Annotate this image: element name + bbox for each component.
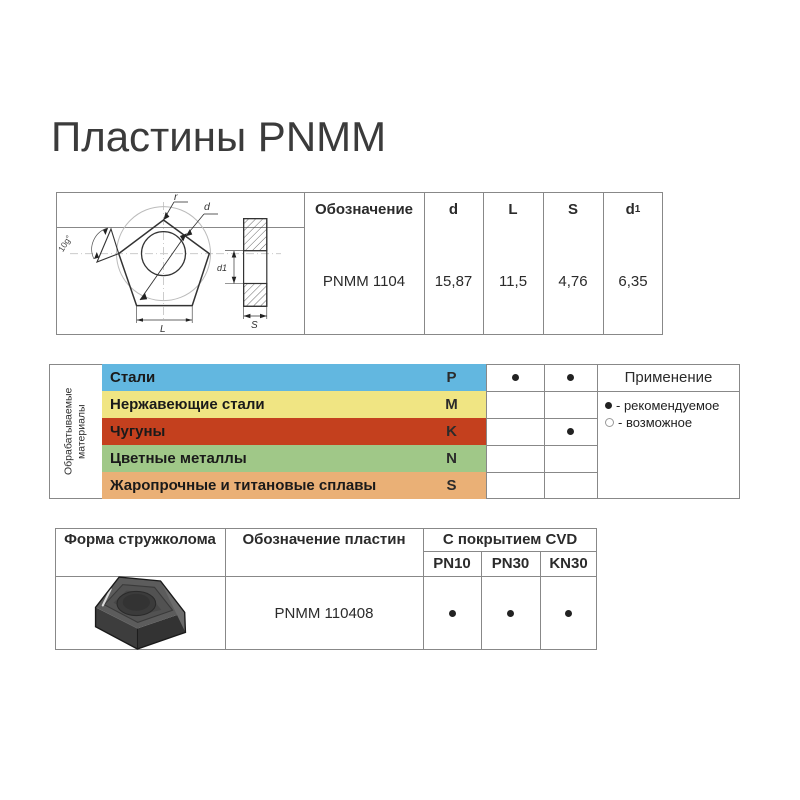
svg-text:d1: d1 [217, 263, 227, 273]
svg-text:S: S [251, 320, 258, 331]
